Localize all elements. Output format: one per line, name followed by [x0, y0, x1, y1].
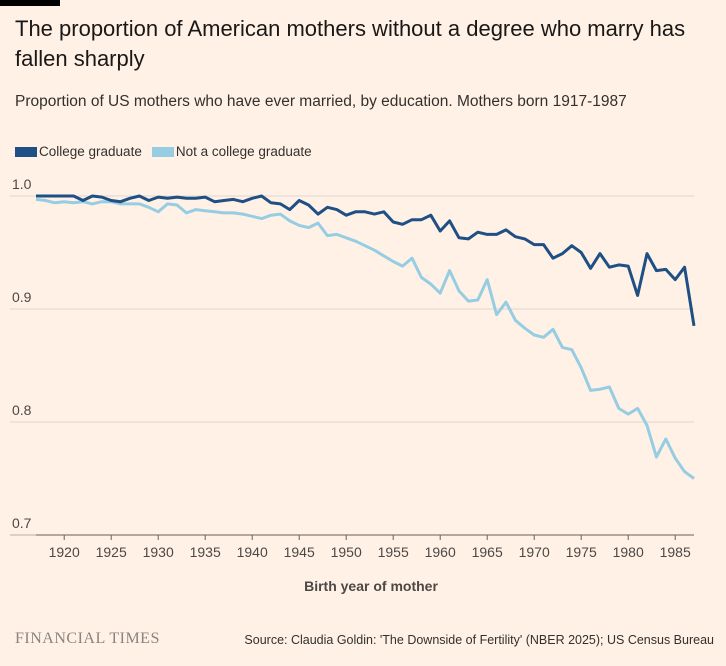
ft-brand-bar — [0, 0, 60, 6]
ft-logo-text: FINANCIAL TIMES — [15, 630, 160, 647]
x-tick-label: 1985 — [660, 544, 691, 560]
x-tick-label: 1975 — [566, 544, 597, 560]
x-tick-label: 1945 — [284, 544, 315, 560]
x-tick-label: 1940 — [237, 544, 268, 560]
x-tick-label: 1925 — [96, 544, 127, 560]
legend-item-noncollege: Not a college graduate — [151, 144, 312, 159]
y-tick-label: 0.7 — [12, 515, 32, 531]
x-axis-title: Birth year of mother — [304, 578, 438, 594]
series-line-noncollege — [35, 197, 695, 480]
chart-title: The proportion of American mothers witho… — [15, 16, 686, 71]
legend-swatch-noncollege — [151, 146, 174, 157]
series-line-college — [36, 194, 696, 327]
x-tick-label: 1935 — [190, 544, 221, 560]
x-tick-label: 1970 — [519, 544, 550, 560]
legend-label-noncollege: Not a college graduate — [175, 144, 312, 159]
x-tick-label: 1955 — [378, 544, 409, 560]
y-tick-label: 0.8 — [12, 402, 32, 418]
source-note: Source: Claudia Goldin: 'The Downside of… — [244, 633, 714, 647]
legend: College graduate Not a college graduate — [15, 144, 322, 159]
x-tick-label: 1960 — [425, 544, 456, 560]
y-tick-label: 0.9 — [12, 289, 32, 305]
x-tick-label: 1920 — [49, 544, 80, 560]
y-tick-label: 1.0 — [12, 176, 32, 192]
legend-item-college: College graduate — [15, 144, 142, 159]
x-tick-label: 1930 — [143, 544, 174, 560]
x-tick-label: 1950 — [331, 544, 362, 560]
x-tick-label: 1980 — [613, 544, 644, 560]
legend-swatch-college — [15, 146, 37, 157]
x-tick-label: 1965 — [472, 544, 503, 560]
chart-subtitle: Proportion of US mothers who have ever m… — [15, 93, 627, 110]
legend-label-college: College graduate — [39, 144, 142, 159]
